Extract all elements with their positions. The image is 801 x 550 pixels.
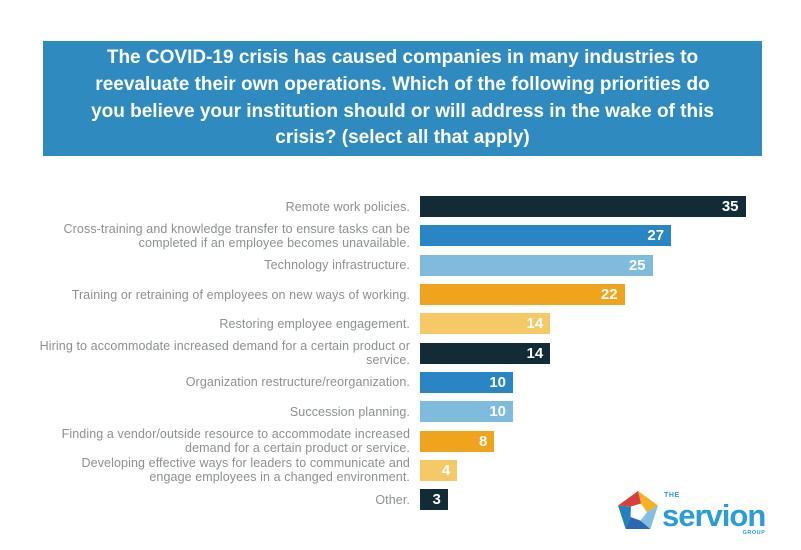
bar-category-label: Technology infrastructure. <box>264 258 410 273</box>
bar-value: 8 <box>479 432 488 450</box>
bar-category-label: Organization restructure/reorganization. <box>185 375 410 390</box>
pentagon-pinwheel-icon <box>618 491 658 529</box>
bar-value: 4 <box>441 461 451 479</box>
logo-text: THE servion GROUP <box>662 488 766 538</box>
bar-category-label: Cross-training and knowledge transfer to… <box>63 221 410 250</box>
bar: 14 <box>420 342 551 364</box>
chart-row: Training or retraining of employees on n… <box>36 280 781 309</box>
bar-category-label: Remote work policies. <box>285 199 410 214</box>
bar-category-label: Finding a vendor/outside resource to acc… <box>61 427 410 456</box>
bar: 3 <box>420 489 448 511</box>
bar-value: 14 <box>526 344 544 362</box>
bar: 35 <box>420 196 746 218</box>
bar: 10 <box>420 371 513 393</box>
bar-value: 25 <box>628 256 646 274</box>
chart-row: Hiring to accommodate increased demand f… <box>36 338 781 367</box>
bar-category-label: Hiring to accommodate increased demand f… <box>39 339 410 368</box>
chart-row: Finding a vendor/outside resource to acc… <box>36 426 781 455</box>
chart-row: Succession planning. 10 <box>36 397 781 426</box>
chart-row: Technology infrastructure. 25 <box>36 251 781 280</box>
servion-group-logo: THE servion GROUP <box>617 488 766 538</box>
bar-value: 10 <box>489 403 506 421</box>
question-title: The COVID-19 crisis has caused companies… <box>43 41 762 156</box>
chart-row: Other. 3 <box>36 485 781 514</box>
chart-row: Restoring employee engagement. 14 <box>36 309 781 338</box>
bar: 8 <box>420 430 495 452</box>
bar-value: 27 <box>647 227 665 245</box>
logo-the-label: THE <box>664 492 680 499</box>
bar-value: 35 <box>721 198 739 216</box>
bar-category-label: Training or retraining of employees on n… <box>71 287 410 302</box>
bar-value: 3 <box>432 491 441 509</box>
bar-value: 22 <box>600 286 618 304</box>
bar-category-label: Other. <box>375 492 410 507</box>
question-title-text: The COVID-19 crisis has caused companies… <box>91 46 714 149</box>
bar: 14 <box>420 313 551 335</box>
bar: 27 <box>420 225 672 247</box>
bar-value: 14 <box>526 315 544 333</box>
bar: 22 <box>420 284 625 306</box>
bar: 25 <box>420 254 653 276</box>
bar: 10 <box>420 401 513 423</box>
chart-row: Organization restructure/reorganization.… <box>36 368 781 397</box>
chart-row: Remote work policies. 35 <box>36 192 781 221</box>
bar-category-label: Restoring employee engagement. <box>219 316 410 331</box>
bar-category-label: Succession planning. <box>289 404 410 419</box>
chart-row: Developing effective ways for leaders to… <box>36 456 781 485</box>
chart-row: Cross-training and knowledge transfer to… <box>36 221 781 250</box>
bar-category-label: Developing effective ways for leaders to… <box>81 456 410 485</box>
logo-name-label: servion <box>662 498 766 533</box>
logo-group-label: GROUP <box>742 530 766 536</box>
bar-value: 10 <box>489 373 506 391</box>
bar-chart: Remote work policies. 35 Cross-training an… <box>36 192 781 514</box>
bar: 4 <box>420 459 458 481</box>
